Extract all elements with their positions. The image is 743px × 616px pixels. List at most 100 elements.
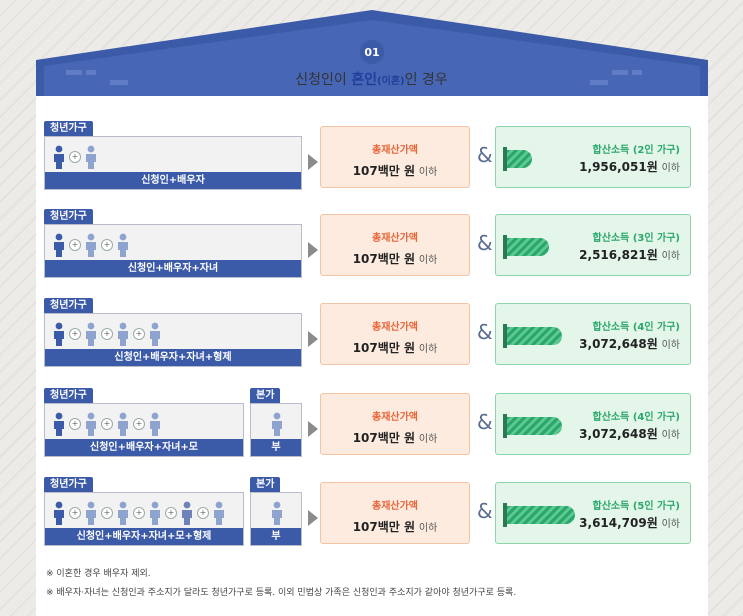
asset-suffix: 이하 — [418, 523, 438, 534]
footnote: ※ 배우자·자녀는 신청인과 주소지가 달라도 청년가구로 등록. 이외 민법상… — [46, 588, 517, 598]
income-gauge-bar — [503, 414, 562, 438]
person-icon — [150, 322, 160, 346]
plus-icon: + — [101, 418, 113, 430]
income-limit-box: 합산소득 (5인 가구) 3,614,709원 이하 — [495, 482, 691, 544]
income-gauge-bar — [503, 324, 562, 348]
arrow-right-icon — [308, 331, 318, 347]
member-icons: + + — [53, 231, 129, 257]
member-icons — [271, 499, 283, 525]
person-icon — [272, 412, 282, 436]
tag-parent-household: 본가 — [250, 388, 281, 403]
asset-limit-box: 총재산가액 107백만 원 이하 — [320, 214, 470, 276]
income-limit-box: 합산소득 (3인 가구) 2,516,821원 이하 — [495, 214, 691, 276]
arrow-right-icon — [308, 154, 318, 170]
plus-icon: + — [69, 239, 81, 251]
person-icon — [86, 233, 96, 257]
parent-household-box: 부 — [250, 492, 302, 546]
household-members: 신청인+배우자+자녀+형제 — [45, 349, 301, 366]
person-icon — [118, 233, 128, 257]
ampersand-icon: & — [477, 143, 493, 167]
income-value: 3,614,709원 — [579, 516, 658, 530]
household-members: 신청인+배우자+자녀+모+형제 — [45, 528, 243, 545]
income-suffix: 이하 — [661, 519, 680, 530]
person-icon — [182, 501, 192, 525]
income-value: 2,516,821원 — [579, 248, 658, 262]
plus-icon: + — [101, 328, 113, 340]
asset-value: 107백만 원 — [352, 341, 416, 355]
asset-value: 107백만 원 — [352, 252, 416, 266]
tag-youth-household: 청년가구 — [44, 477, 93, 492]
person-icon — [54, 322, 64, 346]
plus-icon: + — [133, 328, 145, 340]
person-icon — [86, 412, 96, 436]
section-number-badge: 01 — [360, 40, 384, 64]
plus-icon: + — [197, 507, 209, 519]
income-gauge-bar — [503, 235, 549, 259]
plus-icon: + — [69, 328, 81, 340]
income-label: 합산소득 (4인 가구) — [592, 322, 680, 333]
member-icons: + + + — [53, 320, 161, 346]
income-limit-box: 합산소득 (4인 가구) 3,072,648원 이하 — [495, 393, 691, 455]
household-box: + + + + + 신청인+배우자+자녀+모+형제 — [44, 492, 244, 546]
footnote: ※ 이혼한 경우 배우자 제외. — [46, 569, 151, 579]
income-label: 합산소득 (3인 가구) — [592, 233, 680, 244]
member-icons: + + + — [53, 410, 161, 436]
asset-label: 총재산가액 — [372, 322, 418, 333]
asset-limit-box: 총재산가액 107백만 원 이하 — [320, 482, 470, 544]
plus-icon: + — [69, 507, 81, 519]
plus-icon: + — [101, 239, 113, 251]
asset-suffix: 이하 — [418, 255, 438, 266]
person-icon — [86, 501, 96, 525]
household-members: 신청인+배우자+자녀 — [45, 260, 301, 277]
ampersand-icon: & — [477, 499, 493, 523]
person-icon — [54, 412, 64, 436]
income-suffix: 이하 — [661, 251, 680, 262]
asset-limit-box: 총재산가액 107백만 원 이하 — [320, 303, 470, 365]
person-icon — [86, 322, 96, 346]
parent-member: 부 — [251, 439, 301, 456]
plus-icon: + — [165, 507, 177, 519]
eligibility-row: 청년가구 + + 신청인+배우자+자녀 총재산가액 107백만 원 이하 & 합산소득 (3인… — [44, 209, 694, 279]
plus-icon: + — [69, 151, 81, 163]
income-suffix: 이하 — [661, 340, 680, 351]
asset-value: 107백만 원 — [352, 431, 416, 445]
asset-label: 총재산가액 — [372, 501, 418, 512]
income-value: 3,072,648원 — [579, 337, 658, 351]
income-label: 합산소득 (5인 가구) — [592, 501, 680, 512]
person-icon — [118, 501, 128, 525]
asset-value: 107백만 원 — [352, 164, 416, 178]
plus-icon: + — [101, 507, 113, 519]
plus-icon: + — [133, 507, 145, 519]
asset-suffix: 이하 — [418, 167, 438, 178]
tag-youth-household: 청년가구 — [44, 121, 93, 136]
income-suffix: 이하 — [661, 430, 680, 441]
income-limit-box: 합산소득 (4인 가구) 3,072,648원 이하 — [495, 303, 691, 365]
person-icon — [118, 322, 128, 346]
eligibility-row: 청년가구 + + + + + 신청인+배우자+자녀+모+형제 본가 부 총재산가액 107백만 원 … — [44, 477, 694, 547]
person-icon — [150, 412, 160, 436]
member-icons: + + + + + — [53, 499, 225, 525]
household-box: + + + 신청인+배우자+자녀+모 — [44, 403, 244, 457]
plus-icon: + — [133, 418, 145, 430]
income-limit-box: 합산소득 (2인 가구) 1,956,051원 이하 — [495, 126, 691, 188]
asset-value: 107백만 원 — [352, 520, 416, 534]
person-icon — [214, 501, 224, 525]
person-icon — [272, 501, 282, 525]
asset-label: 총재산가액 — [372, 233, 418, 244]
person-icon — [54, 233, 64, 257]
person-icon — [54, 145, 64, 169]
member-icons — [271, 410, 283, 436]
income-gauge-bar — [503, 503, 575, 527]
ampersand-icon: & — [477, 410, 493, 434]
household-box: + + + 신청인+배우자+자녀+형제 — [44, 313, 302, 367]
household-box: + + 신청인+배우자+자녀 — [44, 224, 302, 278]
household-members: 신청인+배우자+자녀+모 — [45, 439, 243, 456]
asset-label: 총재산가액 — [372, 145, 418, 156]
asset-limit-box: 총재산가액 107백만 원 이하 — [320, 393, 470, 455]
income-suffix: 이하 — [661, 163, 680, 174]
eligibility-row: 청년가구 + + + 신청인+배우자+자녀+모 본가 부 총재산가액 107백만 원 이하 & 합산… — [44, 388, 694, 458]
tag-youth-household: 청년가구 — [44, 388, 93, 403]
parent-household-box: 부 — [250, 403, 302, 457]
asset-suffix: 이하 — [418, 434, 438, 445]
asset-suffix: 이하 — [418, 344, 438, 355]
